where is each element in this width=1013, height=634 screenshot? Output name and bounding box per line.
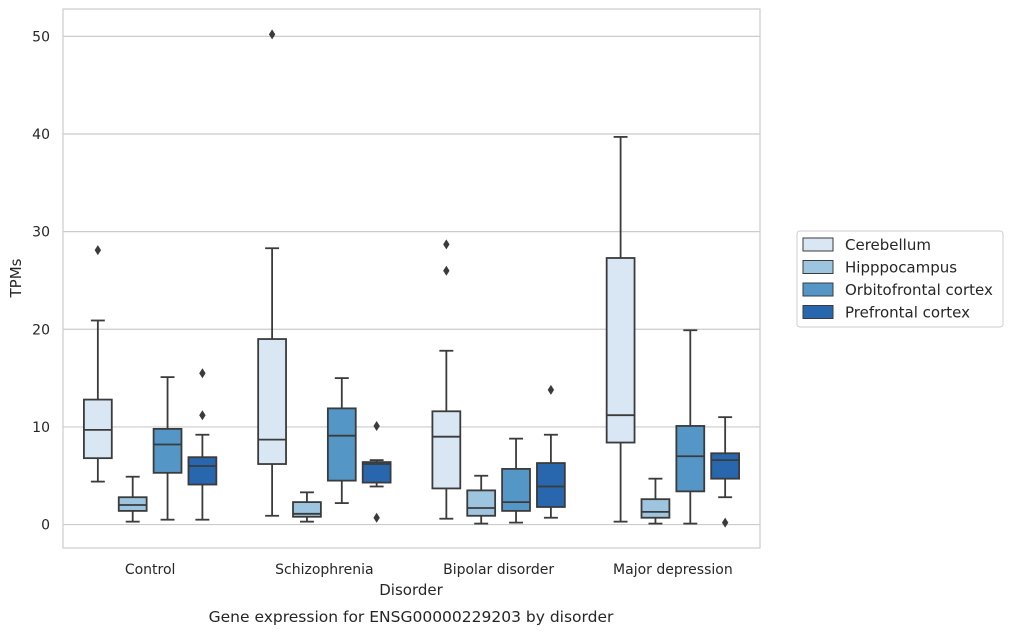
- legend-swatch: [802, 260, 834, 274]
- x-tick-label: Schizophrenia: [275, 562, 373, 578]
- box-iqr: [361, 461, 392, 484]
- box: [117, 475, 148, 523]
- outlier-point: [547, 384, 555, 395]
- series-prefrontal-cortex: [187, 368, 740, 528]
- y-tick-label: 10: [32, 420, 50, 436]
- box: [257, 29, 287, 517]
- x-tick-label: Major depression: [613, 562, 733, 578]
- box: [640, 477, 671, 525]
- x-tick-labels: Control Schizophrenia Bipolar disorder Majo…: [125, 562, 733, 578]
- outlier-point: [373, 420, 380, 431]
- box-iqr: [326, 407, 357, 482]
- box: [152, 376, 183, 521]
- y-tick-label: 20: [32, 322, 50, 338]
- box-iqr: [117, 496, 148, 512]
- box-iqr: [710, 452, 740, 480]
- box-series: [83, 29, 740, 528]
- box: [675, 329, 706, 525]
- box-iqr: [501, 468, 531, 512]
- box-iqr: [605, 257, 636, 444]
- legend: Cerebellum Hipppocampus Orbitofrontal cort…: [796, 230, 1004, 328]
- chart-caption: Gene expression for ENSG00000229203 by d…: [209, 608, 614, 626]
- box: [187, 368, 218, 521]
- box-iqr: [83, 398, 113, 460]
- outlier-point: [721, 517, 729, 528]
- box: [501, 437, 531, 524]
- y-tick-labels: 0 10 20 30 40 50: [32, 29, 50, 533]
- y-tick-label: 30: [32, 225, 50, 241]
- outlier-point: [199, 410, 206, 421]
- box-iqr: [466, 489, 497, 517]
- box-iqr: [640, 498, 671, 519]
- legend-entry: Orbitofrontal cortex: [802, 281, 993, 299]
- x-tick-label: Bipolar disorder: [443, 562, 554, 578]
- box-iqr: [675, 425, 706, 493]
- legend-label: Hipppocampus: [845, 259, 957, 277]
- legend-frame: [796, 230, 1004, 328]
- box: [710, 416, 740, 528]
- box: [326, 377, 357, 504]
- legend-label: Prefrontal cortex: [845, 304, 970, 322]
- legend-swatch: [802, 282, 834, 297]
- series-cerebellum: [83, 29, 636, 523]
- legend-entry: Cerebellum: [802, 236, 931, 254]
- y-tick-label: 50: [32, 29, 50, 45]
- series-orbitofrontal-cortex: [152, 329, 706, 525]
- legend-swatch: [802, 237, 834, 252]
- box: [292, 491, 322, 523]
- x-tick-label: Control: [125, 562, 176, 578]
- outlier-point: [373, 512, 380, 523]
- box-iqr: [152, 427, 183, 474]
- legend-entry: Prefrontal cortex: [802, 304, 970, 322]
- box: [83, 245, 113, 483]
- series-hipppocampus: [117, 474, 671, 525]
- legend-label: Cerebellum: [845, 236, 931, 254]
- outlier-point: [268, 29, 276, 40]
- box-iqr: [536, 462, 566, 508]
- legend-label: Orbitofrontal cortex: [845, 281, 993, 299]
- legend-swatch: [802, 305, 834, 319]
- y-axis-label: TPMs: [7, 258, 25, 298]
- box: [361, 420, 392, 523]
- box: [536, 384, 566, 519]
- legend-entry: Hipppocampus: [802, 259, 957, 277]
- outlier-point: [443, 265, 450, 276]
- box: [605, 136, 636, 523]
- box-iqr: [431, 410, 462, 490]
- y-tick-label: 0: [41, 518, 50, 534]
- outlier-point: [94, 245, 102, 256]
- y-tick-label: 40: [32, 127, 50, 143]
- outlier-point: [443, 239, 450, 250]
- box: [466, 474, 497, 525]
- outlier-point: [199, 368, 206, 379]
- box-iqr: [187, 456, 218, 486]
- gridlines: [63, 35, 760, 526]
- box: [431, 239, 462, 520]
- box-iqr: [257, 338, 287, 465]
- x-axis-label: Disorder: [379, 581, 443, 599]
